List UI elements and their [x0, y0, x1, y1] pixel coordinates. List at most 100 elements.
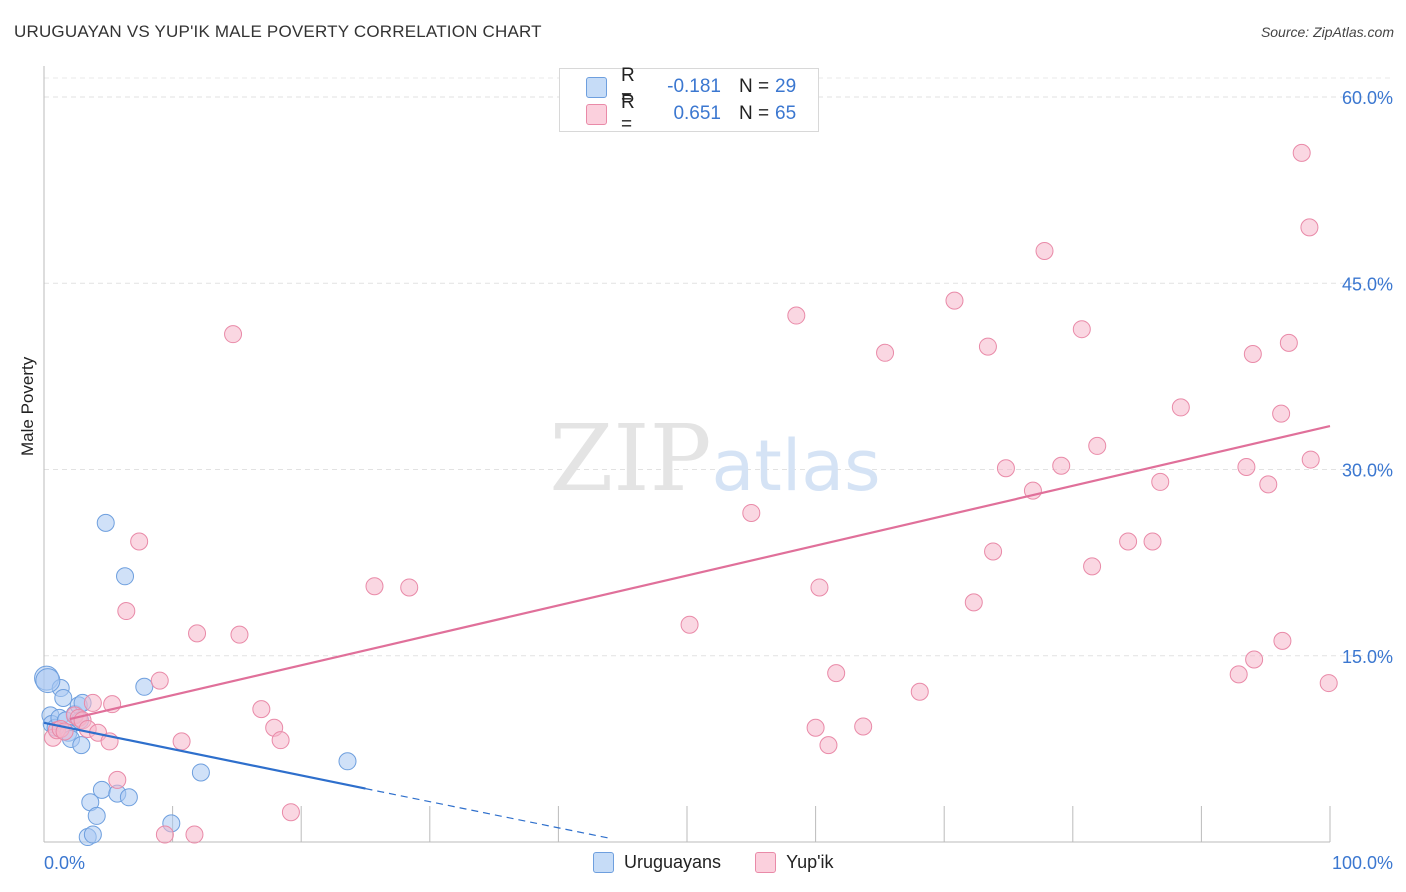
y-tick-label: 45.0% — [1342, 274, 1393, 294]
point-yupik — [117, 602, 136, 621]
point-uruguayans — [191, 763, 210, 782]
point-yupik — [1292, 143, 1311, 162]
point-yupik — [1243, 345, 1262, 364]
legend-n-label: N = — [739, 76, 770, 97]
point-yupik — [83, 693, 102, 712]
point-yupik — [271, 731, 290, 750]
point-yupik — [996, 459, 1015, 478]
point-yupik — [185, 825, 204, 844]
point-yupik — [1301, 450, 1320, 469]
point-uruguayans — [119, 788, 138, 807]
point-yupik — [1259, 475, 1278, 494]
legend-r-label: R = — [621, 65, 635, 108]
source-label: Source: ZipAtlas.com — [1260, 24, 1394, 40]
y-axis-label: Male Poverty — [18, 356, 37, 456]
point-uruguayans — [338, 752, 357, 771]
point-uruguayans — [83, 825, 102, 844]
series-uruguayans — [34, 513, 357, 847]
point-yupik — [224, 325, 243, 344]
point-yupik — [819, 736, 838, 755]
point-yupik — [876, 343, 895, 362]
legend-r-value: -0.181 — [667, 76, 721, 97]
point-yupik — [680, 615, 699, 634]
legend-r-label: R = — [621, 92, 635, 135]
point-yupik — [155, 825, 174, 844]
point-yupik — [1171, 398, 1190, 417]
point-yupik — [1052, 456, 1071, 475]
point-yupik — [1300, 218, 1319, 237]
legend-swatch-uruguayans — [586, 76, 607, 98]
point-uruguayans — [35, 668, 61, 694]
legend-n-value: 29 — [775, 76, 797, 97]
point-yupik — [1245, 650, 1264, 669]
chart-title: URUGUAYAN VS YUP'IK MALE POVERTY CORRELA… — [14, 22, 542, 41]
point-yupik — [1072, 320, 1091, 339]
legend-r-value: 0.651 — [673, 103, 721, 124]
legend-label-uruguayans: Uruguayans — [624, 852, 722, 872]
legend-row-uruguayans: R = -0.181 N = 29 — [586, 65, 797, 108]
point-yupik — [1035, 241, 1054, 260]
point-yupik — [1319, 674, 1338, 693]
point-yupik — [945, 291, 964, 310]
point-uruguayans — [135, 677, 154, 696]
legend-n-label: N = — [739, 103, 770, 124]
x-tick-label: 0.0% — [44, 853, 85, 873]
point-yupik — [188, 624, 207, 643]
point-yupik — [130, 532, 149, 551]
point-yupik — [742, 503, 761, 522]
point-yupik — [1273, 631, 1292, 650]
series-legend: Uruguayans Yup'ik — [593, 852, 868, 873]
correlation-legend: R = -0.181 N = 29 R = 0.651 N = 65 — [559, 65, 819, 135]
point-yupik — [806, 718, 825, 737]
legend-label-yupik: Yup'ik — [786, 852, 834, 872]
y-tick-label: 30.0% — [1342, 461, 1393, 481]
point-uruguayans — [96, 513, 115, 532]
trendline-uruguayans-extension — [365, 788, 610, 839]
point-yupik — [108, 770, 127, 789]
point-uruguayans — [92, 780, 111, 799]
point-yupik — [964, 593, 983, 612]
point-yupik — [1237, 458, 1256, 477]
point-uruguayans — [87, 806, 106, 825]
legend-item-uruguayans[interactable]: Uruguayans — [593, 852, 721, 873]
point-yupik — [787, 306, 806, 325]
point-yupik — [1279, 333, 1298, 352]
legend-swatch-yupik — [755, 852, 777, 873]
point-yupik — [978, 337, 997, 356]
legend-item-yupik[interactable]: Yup'ik — [755, 852, 834, 873]
point-yupik — [150, 671, 169, 690]
point-uruguayans — [54, 688, 73, 707]
point-yupik — [827, 664, 846, 683]
point-yupik — [1272, 404, 1291, 423]
point-yupik — [810, 578, 829, 597]
point-uruguayans — [72, 736, 91, 755]
point-yupik — [1143, 532, 1162, 551]
point-yupik — [230, 625, 249, 644]
point-yupik — [172, 732, 191, 751]
y-tick-label: 60.0% — [1342, 88, 1393, 108]
watermark: ZIPatlas — [549, 405, 880, 512]
point-yupik — [1119, 532, 1138, 551]
point-yupik — [281, 803, 300, 822]
point-yupik — [1151, 472, 1170, 491]
point-yupik — [400, 578, 419, 597]
point-yupik — [1083, 557, 1102, 576]
y-tick-label: 15.0% — [1342, 647, 1393, 667]
point-yupik — [1088, 436, 1107, 455]
point-yupik — [252, 700, 271, 719]
point-yupik — [910, 682, 929, 701]
legend-row-yupik: R = 0.651 N = 65 — [586, 92, 797, 135]
point-yupik — [365, 577, 384, 596]
x-tick-label: 100.0% — [1332, 853, 1393, 873]
series-yupik — [44, 143, 1338, 844]
legend-swatch-yupik — [586, 103, 607, 125]
point-uruguayans — [116, 567, 135, 586]
point-yupik — [854, 717, 873, 736]
trendline-yupik — [69, 424, 1331, 721]
point-yupik — [984, 542, 1003, 561]
trendline-uruguayans — [43, 721, 366, 790]
legend-swatch-uruguayans — [593, 852, 614, 873]
legend-n-value: 65 — [775, 103, 797, 124]
point-yupik — [1229, 665, 1248, 684]
